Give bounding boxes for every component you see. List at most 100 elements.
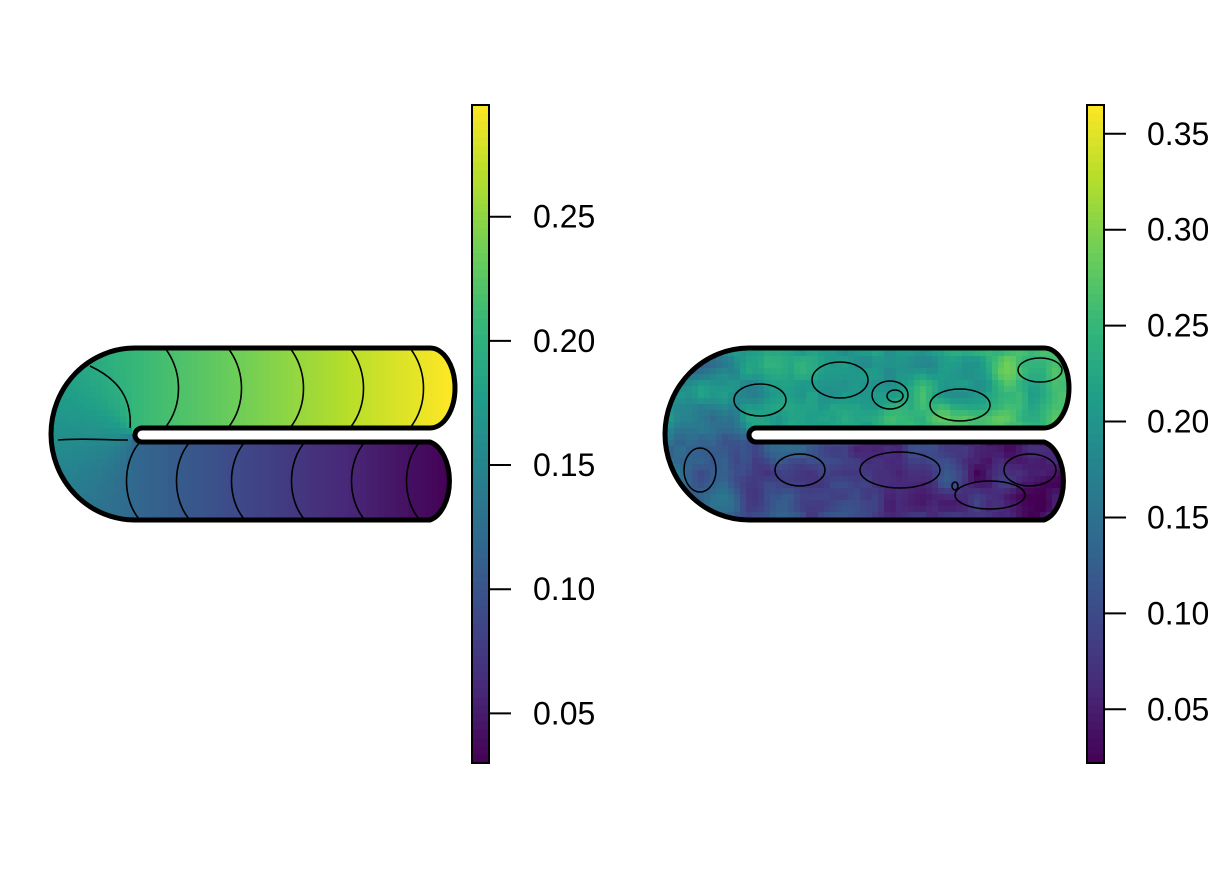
heatmap-cell [306,488,313,495]
heatmap-cell [716,488,723,495]
heatmap-cell [860,362,867,369]
heatmap-cell [144,362,151,369]
heatmap-cell [872,392,879,399]
heatmap-cell [800,446,807,453]
heatmap-cell [806,404,813,411]
heatmap-cell [1076,344,1083,351]
heatmap-cell [258,482,265,489]
heatmap-cell [312,416,319,423]
heatmap-cell [788,374,795,381]
heatmap-cell [968,356,975,363]
heatmap-cell [246,380,253,387]
heatmap-cell [1022,470,1029,477]
heatmap-cell [240,470,247,477]
heatmap-cell [974,500,981,507]
heatmap-cell [150,410,157,417]
heatmap-cell [372,470,379,477]
heatmap-cell [722,422,729,429]
heatmap-cell [78,434,85,441]
heatmap-cell [920,362,927,369]
heatmap-cell [734,374,741,381]
heatmap-cell [824,494,831,501]
heatmap-cell [932,350,939,357]
heatmap-cell [1034,458,1041,465]
heatmap-cell [102,470,109,477]
heatmap-cell [156,350,163,357]
heatmap-cell [234,470,241,477]
heatmap-cell [390,392,397,399]
heatmap-cell [306,482,313,489]
heatmap-cell [788,356,795,363]
heatmap-cell [992,404,999,411]
heatmap-cell [60,398,67,405]
heatmap-cell [378,416,385,423]
heatmap-cell [222,452,229,459]
heatmap-cell [270,398,277,405]
heatmap-cell [818,386,825,393]
heatmap-cell [204,446,211,453]
heatmap-cell [216,368,223,375]
heatmap-cell [186,368,193,375]
contour-line [89,365,131,429]
heatmap-cell [330,350,337,357]
heatmap-cell [950,470,957,477]
heatmap-cell [150,404,157,411]
heatmap-cell [974,392,981,399]
heatmap-cell [60,470,67,477]
heatmap-cell [686,392,693,399]
contour-lines [57,348,425,520]
heatmap-cell [150,374,157,381]
heatmap-cell [764,374,771,381]
heatmap-cell [704,416,711,423]
heatmap-cell [704,470,711,477]
heatmap-cell [740,482,747,489]
heatmap-cell [456,428,463,435]
heatmap-cell [156,470,163,477]
heatmap-cell [944,470,951,477]
heatmap-cell [836,380,843,387]
heatmap-cell [144,494,151,501]
heatmap-cell [54,362,61,369]
heatmap-cell [800,476,807,483]
heatmap-cell [384,410,391,417]
heatmap-cell [51,362,55,369]
colorbar-segment [1087,631,1104,641]
heatmap-cell [138,356,145,363]
heatmap-cell [222,464,229,471]
heatmap-cell [668,422,675,429]
heatmap-cell [998,374,1005,381]
heatmap-cell [752,410,759,417]
heatmap-cell [210,356,217,363]
heatmap-cell [102,392,109,399]
heatmap-cell [692,380,699,387]
heatmap-cell [306,386,313,393]
heatmap-cell [740,392,747,399]
heatmap-cell [204,458,211,465]
heatmap-cell [788,422,795,429]
heatmap-cell [246,356,253,363]
heatmap-cell [908,482,915,489]
heatmap-cell [1028,488,1035,495]
heatmap-cell [956,380,963,387]
heatmap-cell [896,482,903,489]
heatmap-cell [78,348,85,351]
heatmap-cell [770,500,777,507]
heatmap-cell [704,518,711,520]
heatmap-cell [920,398,927,405]
heatmap-cell [854,494,861,501]
heatmap-cell [728,404,735,411]
colorbar-segment [472,540,489,550]
heatmap-cell [384,452,391,459]
colorbar-segment [1087,409,1104,419]
heatmap-cell [102,500,109,507]
heatmap-cell [758,482,765,489]
heatmap-cell [420,350,427,357]
heatmap-cell [860,374,867,381]
heatmap-cell [96,464,103,471]
heatmap-cell [854,404,861,411]
heatmap-cell [432,464,439,471]
heatmap-cell [378,362,385,369]
heatmap-cell [752,452,759,459]
heatmap-cell [806,476,813,483]
heatmap-cell [396,410,403,417]
